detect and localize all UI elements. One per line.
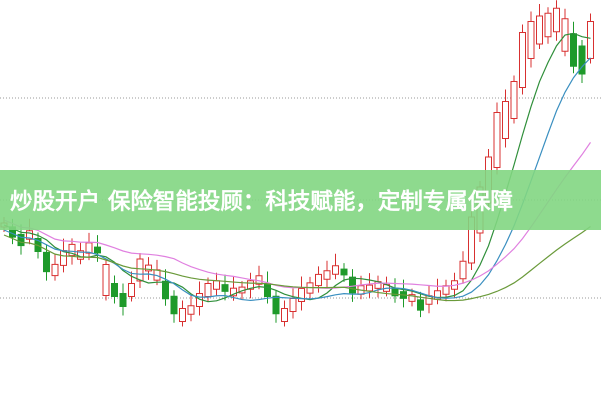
- candle-down: [111, 283, 118, 297]
- candle-up: [366, 284, 373, 292]
- candle-down: [162, 280, 169, 300]
- candle-up: [408, 294, 416, 302]
- candle-down: [417, 299, 424, 311]
- candle-up: [536, 15, 543, 45]
- candle-down: [272, 295, 280, 315]
- candle-up: [544, 12, 552, 38]
- candle-up: [442, 285, 450, 295]
- candle-up: [102, 264, 110, 296]
- candle-up: [85, 242, 93, 254]
- candle-up: [315, 273, 322, 287]
- candle-up: [493, 112, 501, 168]
- candle-up: [323, 270, 331, 280]
- candle-down: [43, 251, 50, 273]
- candle-down: [221, 284, 229, 292]
- candle-up: [60, 250, 67, 266]
- candle-down: [119, 293, 127, 307]
- candle-up: [502, 101, 509, 139]
- candle-up: [230, 287, 237, 297]
- candle-down: [94, 246, 101, 254]
- candle-up: [587, 21, 594, 59]
- candle-up: [136, 258, 144, 282]
- moving-average-line: [3, 226, 591, 302]
- candle-up: [247, 280, 254, 290]
- title-banner: 炒股开户 保险智能投顾：科技赋能，定制专属保障: [0, 170, 601, 230]
- candle-up: [145, 264, 152, 272]
- moving-average-line: [3, 32, 591, 303]
- candle-up: [26, 230, 33, 240]
- candle-up: [459, 260, 467, 280]
- banner-title: 炒股开户 保险智能投顾：科技赋能，定制专属保障: [10, 189, 513, 215]
- candle-up: [519, 32, 526, 88]
- candle-up: [527, 21, 535, 59]
- candle-down: [17, 233, 25, 247]
- candle-down: [170, 295, 178, 315]
- candle-down: [349, 276, 356, 294]
- candle-up: [553, 7, 560, 33]
- candle-down: [578, 45, 586, 75]
- candle-up: [68, 243, 76, 257]
- candle-up: [128, 283, 135, 297]
- candle-up: [179, 308, 186, 322]
- candle-up: [281, 308, 288, 322]
- candle-up: [298, 288, 305, 302]
- candle-up: [332, 265, 339, 275]
- candle-down: [264, 283, 271, 297]
- candle-down: [340, 268, 348, 276]
- candle-up: [204, 283, 212, 297]
- candle-up: [51, 263, 59, 277]
- candle-down: [570, 33, 577, 67]
- candle-up: [289, 298, 297, 312]
- candle-up: [187, 305, 195, 315]
- candle-up: [510, 81, 518, 119]
- candle-up: [213, 280, 220, 290]
